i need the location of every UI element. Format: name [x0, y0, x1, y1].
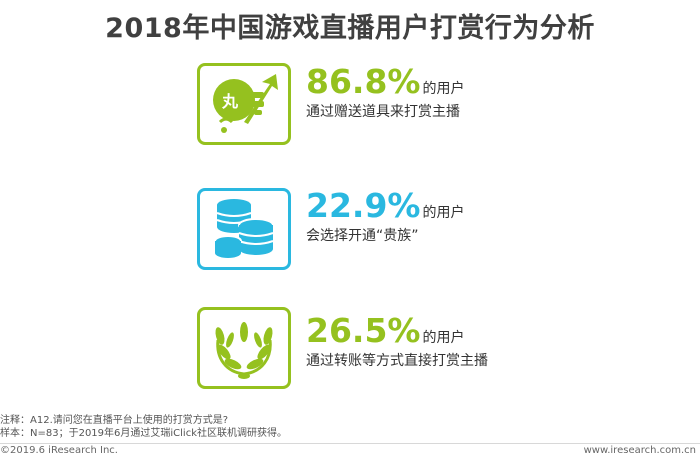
stat-transfer: 26.5% 的用户 通过转账等方式直接打赏主播	[306, 313, 488, 371]
stat-desc: 通过赠送道具来打赏主播	[306, 104, 460, 120]
footer-copyright: ©2019.6 iResearch Inc.	[0, 445, 118, 456]
gift-props-icon: 丸	[213, 74, 278, 133]
stat-suffix: 的用户	[422, 81, 465, 97]
note-question: 注释：A12.请问您在直播平台上使用的打赏方式是?	[0, 415, 229, 426]
stat-card-transfer	[197, 307, 291, 389]
stat-suffix: 的用户	[422, 205, 465, 221]
laurel-wreath-icon	[215, 322, 273, 379]
note-sample: 样本：N=83；于2019年6月通过艾瑞iClick社区联机调研获得。	[0, 428, 288, 439]
stat-value: 26.5%	[306, 311, 421, 350]
footer-site: www.iresearch.com.cn	[583, 445, 696, 456]
stat-card-gift: 丸	[197, 63, 291, 145]
page-title: 2018年中国游戏直播用户打赏行为分析	[105, 13, 595, 44]
stat-desc: 通过转账等方式直接打赏主播	[306, 353, 488, 369]
notes: 注释：A12.请问您在直播平台上使用的打赏方式是? 样本：N=83；于2019年…	[0, 414, 287, 440]
stat-card-noble	[197, 188, 291, 270]
stat-suffix: 的用户	[422, 330, 465, 346]
stat-gift: 86.8% 的用户 通过赠送道具来打赏主播	[306, 64, 465, 122]
footer-divider	[0, 443, 700, 444]
stat-value: 22.9%	[306, 186, 421, 225]
coins-stack-icon	[214, 199, 274, 258]
svg-text:丸: 丸	[221, 92, 239, 111]
stat-noble: 22.9% 的用户 会选择开通“贵族”	[306, 188, 465, 246]
stat-desc: 会选择开通“贵族”	[306, 228, 419, 244]
stat-value: 86.8%	[306, 62, 421, 101]
